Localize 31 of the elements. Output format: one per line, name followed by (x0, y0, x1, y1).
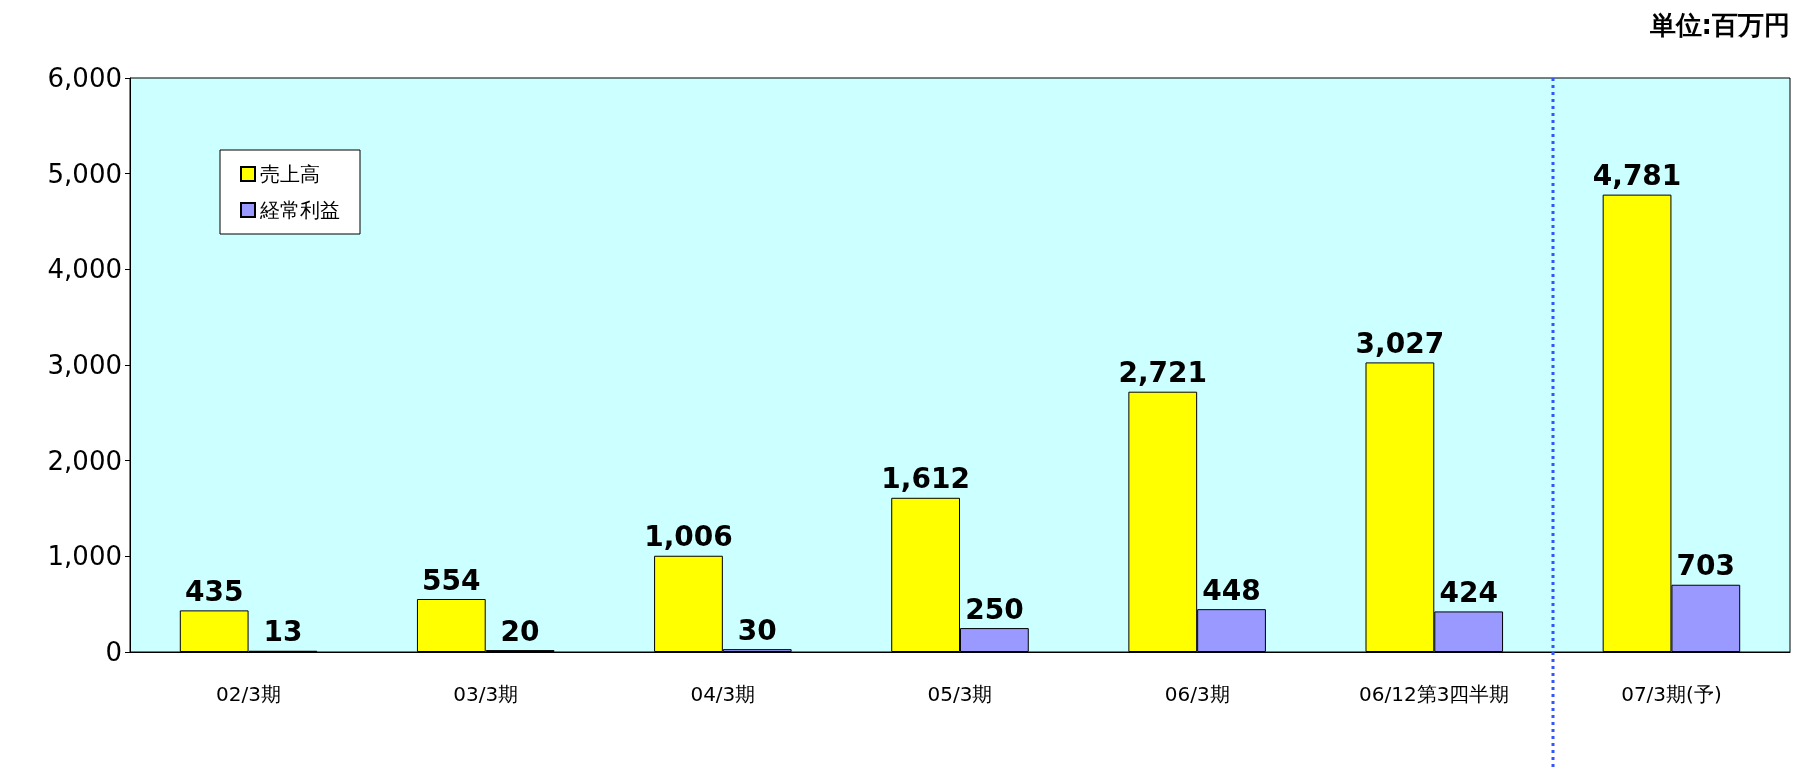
data-label: 13 (263, 615, 303, 649)
y-tick-label: 5,000 (47, 158, 122, 189)
data-label: 3,027 (1355, 326, 1445, 360)
data-label: 2,721 (1118, 356, 1208, 390)
x-tick-label: 03/3期 (453, 682, 519, 706)
x-tick-label: 07/3期(予) (1621, 682, 1722, 706)
data-label: 703 (1676, 549, 1736, 583)
data-label: 1,612 (881, 462, 970, 496)
x-tick-label: 04/3期 (690, 682, 756, 706)
data-label: 554 (422, 563, 481, 597)
y-tick-label: 4,000 (47, 254, 122, 285)
data-label: 424 (1439, 575, 1498, 609)
data-label: 250 (965, 592, 1024, 626)
y-tick-label: 2,000 (47, 445, 122, 476)
y-tick-label: 0 (105, 637, 122, 667)
legend-label: 経常利益 (259, 198, 340, 222)
data-label: 4,781 (1592, 159, 1682, 193)
y-tick-label: 6,000 (47, 63, 122, 93)
x-tick-label: 02/3期 (216, 682, 282, 706)
x-tick-label: 06/12第3四半期 (1359, 682, 1510, 706)
data-label: 1,006 (644, 520, 733, 554)
data-label: 30 (737, 613, 777, 647)
y-tick-label: 3,000 (47, 350, 122, 380)
data-label: 435 (184, 574, 244, 608)
text: 単位:百万円 (1648, 10, 1791, 40)
x-tick-label: 05/3期 (927, 682, 993, 706)
y-tick-label: 1,000 (47, 541, 122, 572)
x-tick-label: 06/3期 (1164, 682, 1230, 706)
data-label: 448 (1202, 573, 1261, 607)
legend-label: 売上高 (260, 162, 320, 186)
data-label: 20 (500, 614, 540, 648)
